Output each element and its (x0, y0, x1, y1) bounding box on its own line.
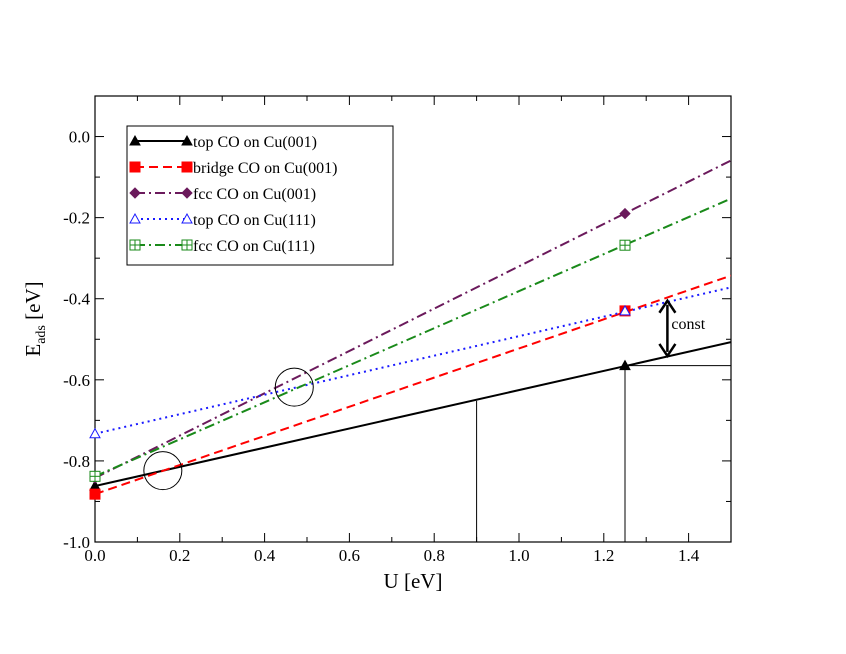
const-arrow-head-top (658, 298, 677, 314)
series-line-2 (95, 159, 731, 479)
legend: top CO on Cu(001) bridge CO on Cu(001) fcc… (126, 125, 394, 266)
legend-marker-end-3 (181, 212, 193, 224)
series-4-point-1 (619, 239, 631, 251)
x-tick-label: 0.8 (424, 546, 445, 565)
const-arrow-head-bottom (658, 343, 677, 359)
legend-marker-end-0 (181, 134, 193, 146)
legend-marker-start-4 (129, 239, 141, 251)
series-3-point-1 (619, 304, 631, 316)
x-tick-label: 1.2 (593, 546, 614, 565)
y-axis-title: Eads [eV] (21, 281, 49, 356)
series-line-1 (95, 274, 731, 496)
legend-marker-start-0 (129, 134, 141, 146)
series-line-3 (95, 286, 731, 435)
x-tick-label: 0.2 (169, 546, 190, 565)
legend-marker-start-1 (129, 161, 141, 173)
x-tick-label: 1.4 (678, 546, 700, 565)
x-tick-label: 0.4 (254, 546, 276, 565)
series-2-point-1 (619, 207, 631, 220)
legend-label-0: top CO on Cu(001) (193, 134, 317, 151)
x-tick-label: 1.0 (508, 546, 529, 565)
y-tick-label: -1.0 (63, 533, 90, 552)
legend-marker-end-4 (181, 239, 193, 251)
legend-label-3: top CO on Cu(111) (193, 212, 316, 229)
series-0-point-1 (619, 359, 631, 371)
x-tick-label: 0.6 (339, 546, 360, 565)
legend-label-4: fcc CO on Cu(111) (193, 238, 315, 255)
x-axis-title: U [eV] (384, 569, 443, 593)
legend-label-2: fcc CO on Cu(001) (193, 186, 316, 203)
legend-marker-end-2 (181, 187, 193, 199)
legend-marker-start-2 (129, 187, 141, 199)
y-tick-label: -0.8 (63, 452, 90, 471)
plot-frame (94, 95, 732, 543)
y-tick-label: -0.4 (63, 290, 90, 309)
series-1-point-0 (89, 488, 101, 500)
series-line-4 (95, 197, 731, 478)
legend-label-1: bridge CO on Cu(001) (193, 160, 337, 177)
legend-marker-end-1 (181, 161, 193, 173)
series-line-0 (95, 341, 731, 488)
crossing-circle-high (274, 367, 314, 407)
crossing-circle-low (143, 451, 183, 491)
x-tick-label: 0.0 (84, 546, 105, 565)
series-4-point-0 (89, 470, 101, 482)
y-tick-label: 0.0 (69, 128, 90, 147)
annotation-const: const (671, 316, 705, 333)
series-3-point-0 (89, 427, 101, 439)
legend-box (126, 125, 394, 266)
y-tick-label: -0.2 (63, 209, 90, 228)
y-tick-label: -0.6 (63, 371, 90, 390)
legend-marker-start-3 (129, 212, 141, 224)
